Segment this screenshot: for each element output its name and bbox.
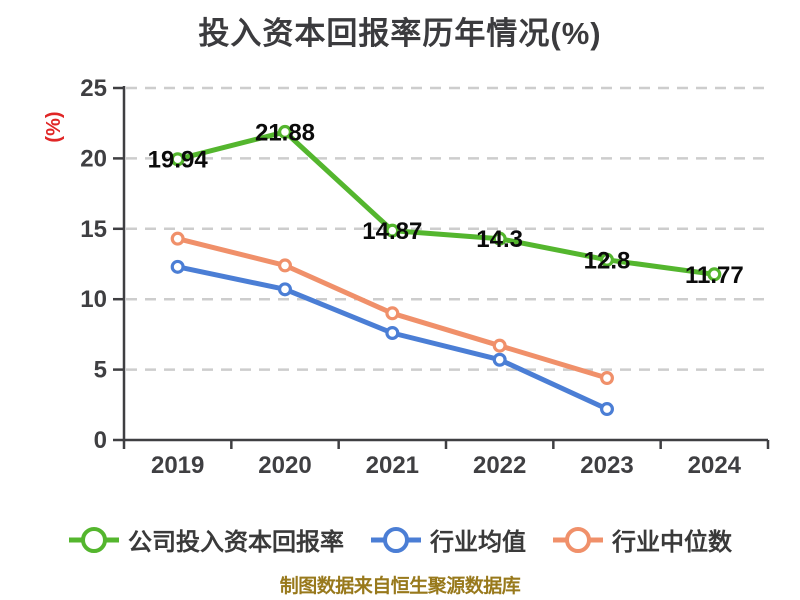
svg-text:10: 10 [80, 286, 107, 313]
legend-item-label: 公司投入资本回报率 [128, 529, 344, 556]
svg-text:14.3: 14.3 [476, 226, 523, 253]
svg-text:2020: 2020 [258, 452, 311, 479]
line-chart: 0 5 10 15 20 25 2019 2020 2021 2022 2023 2024 (%) 19.… [43, 75, 770, 479]
svg-text:19.94: 19.94 [148, 147, 209, 174]
legend-line-marker-icon [371, 526, 421, 553]
svg-text:11.77: 11.77 [685, 262, 744, 289]
svg-text:2019: 2019 [151, 452, 204, 479]
legend-line-marker-icon [69, 526, 119, 553]
svg-text:14.87: 14.87 [362, 218, 422, 245]
legend-item-industry-median[interactable]: 行业中位数 [552, 522, 732, 557]
svg-text:25: 25 [80, 75, 107, 102]
svg-text:21.88: 21.88 [255, 119, 315, 146]
legend-line-marker-icon [553, 526, 603, 553]
legend: 公司投入资本回报率 行业均值 行业中位数 [0, 522, 800, 557]
svg-text:0: 0 [94, 427, 107, 454]
legend-item-label: 行业均值 [430, 529, 526, 556]
legend-item-industry-mean[interactable]: 行业均值 [370, 522, 526, 557]
svg-text:2023: 2023 [580, 452, 633, 479]
legend-item-label: 行业中位数 [612, 529, 732, 556]
legend-item-company-roic[interactable]: 公司投入资本回报率 [68, 522, 344, 557]
chart-title: 投入资本回报率历年情况(%) [198, 16, 602, 51]
svg-text:(%): (%) [43, 111, 65, 142]
svg-text:2021: 2021 [366, 452, 419, 479]
svg-text:2022: 2022 [473, 452, 526, 479]
data-source-caption: 制图数据来自恒生聚源数据库 [279, 576, 521, 597]
svg-text:12.8: 12.8 [584, 247, 631, 274]
svg-text:20: 20 [80, 145, 107, 172]
svg-text:2024: 2024 [688, 452, 742, 479]
svg-text:5: 5 [94, 357, 107, 384]
svg-text:15: 15 [80, 216, 107, 243]
